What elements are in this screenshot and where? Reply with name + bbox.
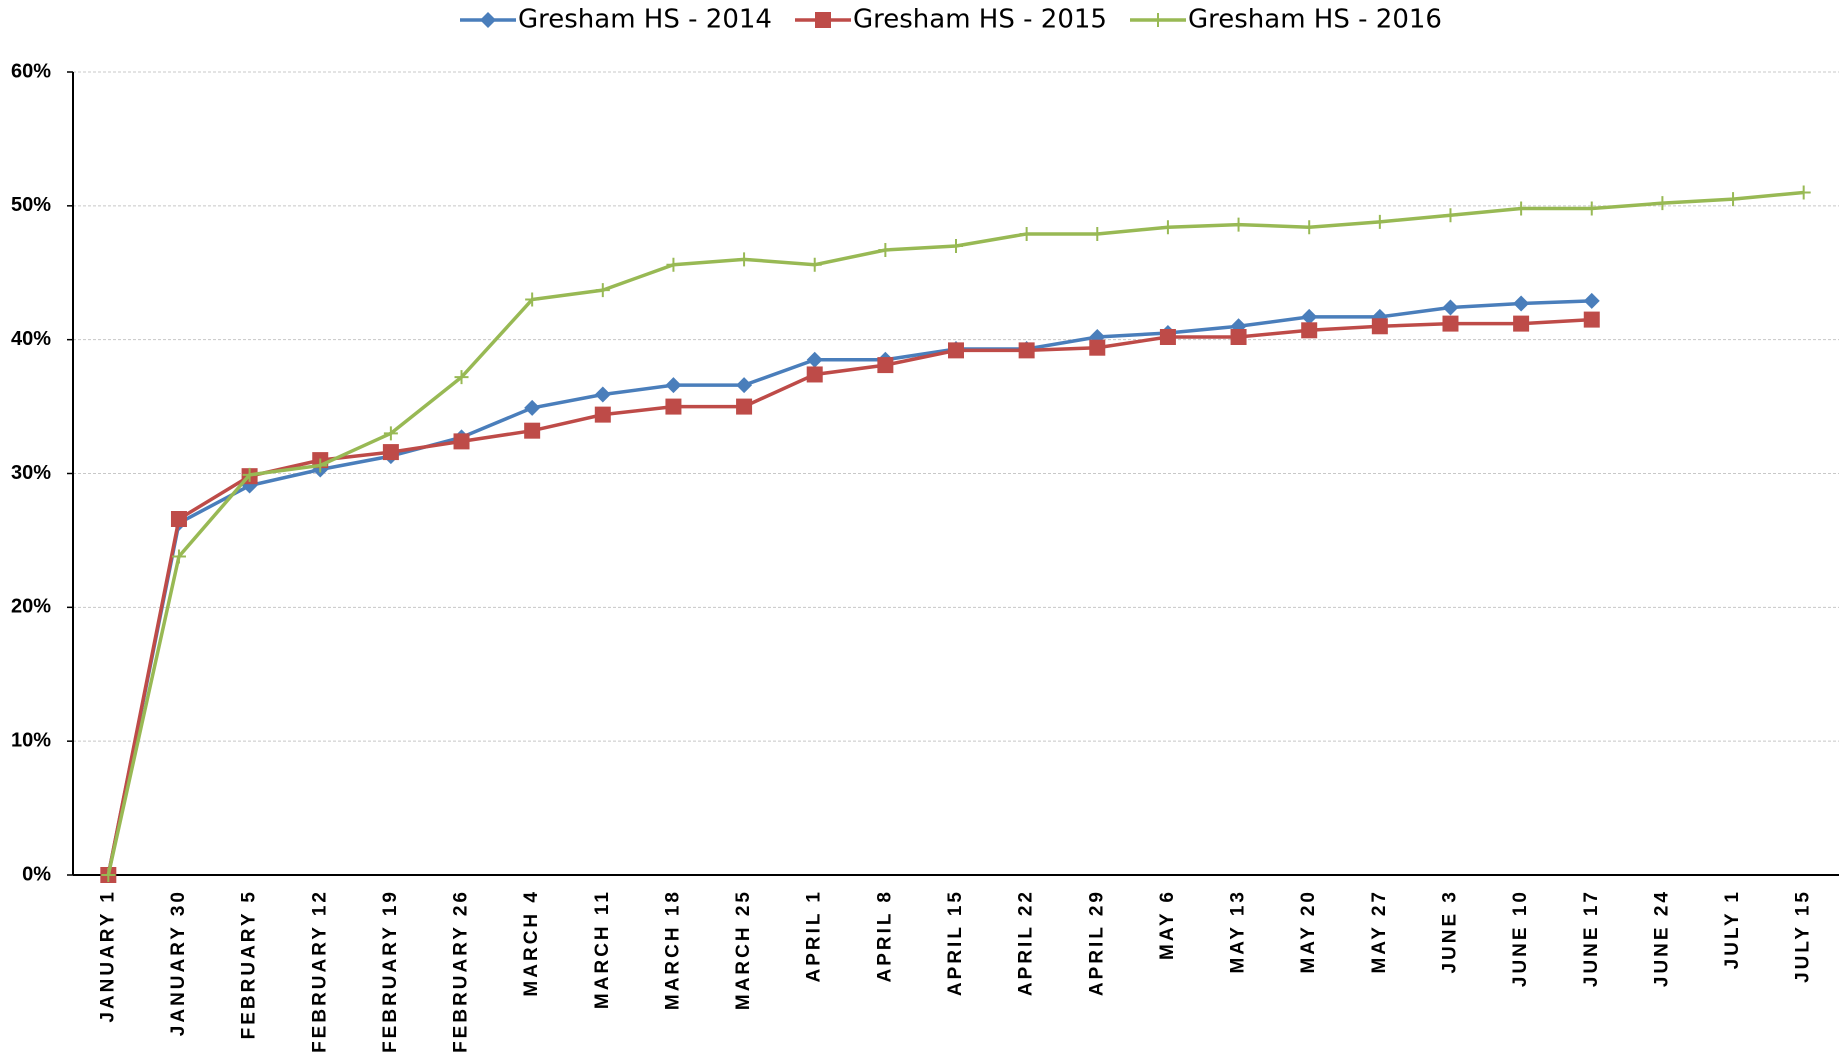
x-tick-label: JANUARY 30 <box>168 889 189 1036</box>
x-tick-label: FEBRUARY 5 <box>239 889 260 1039</box>
x-tick-label: JULY 1 <box>1722 889 1743 969</box>
x-tick-label: FEBRUARY 12 <box>309 889 330 1052</box>
y-tick-label: 0% <box>22 863 51 885</box>
marker <box>949 238 963 253</box>
y-tick-label: 10% <box>11 729 51 751</box>
marker <box>806 366 823 383</box>
y-tick-label: 20% <box>11 596 51 618</box>
x-tick-label: MAY 27 <box>1369 889 1390 974</box>
x-tick-label: MARCH 18 <box>662 889 683 1010</box>
marker <box>1726 192 1741 207</box>
marker <box>1090 226 1105 241</box>
marker <box>383 426 398 441</box>
marker <box>480 12 496 28</box>
marker <box>878 242 893 257</box>
marker <box>1442 299 1459 316</box>
y-tick-label: 30% <box>11 462 51 484</box>
marker <box>1514 201 1529 216</box>
marker <box>1160 220 1175 235</box>
x-tick-label: JULY 15 <box>1793 889 1814 983</box>
x-tick-label: MARCH 4 <box>521 889 542 997</box>
marker <box>1513 295 1530 312</box>
marker <box>1583 292 1600 309</box>
legend-label: Gresham HS - 2016 <box>1188 5 1442 35</box>
x-tick-label: APRIL 29 <box>1086 889 1107 996</box>
marker <box>1231 217 1246 232</box>
legend-item: Gresham HS - 2014 <box>460 5 772 35</box>
series-line <box>106 190 1804 876</box>
marker <box>313 458 328 473</box>
marker <box>453 433 470 450</box>
marker <box>806 351 823 368</box>
marker <box>877 357 894 374</box>
marker <box>1302 220 1317 235</box>
x-tick-label: JUNE 3 <box>1439 889 1460 974</box>
x-tick-label: MARCH 11 <box>592 889 613 1009</box>
marker <box>594 386 611 403</box>
x-tick-label: JUNE 10 <box>1510 889 1531 987</box>
marker <box>736 398 753 415</box>
marker <box>1371 318 1388 335</box>
marker <box>525 292 540 307</box>
marker <box>1655 196 1670 211</box>
marker <box>1584 201 1599 216</box>
x-tick-label: MAY 13 <box>1228 889 1249 974</box>
marker <box>1018 342 1035 359</box>
marker <box>1159 328 1176 345</box>
marker <box>1443 208 1458 223</box>
series-line <box>106 299 1592 876</box>
marker <box>1230 328 1247 345</box>
marker <box>1372 214 1387 229</box>
y-tick-label: 40% <box>11 328 51 350</box>
marker <box>595 283 610 298</box>
marker <box>454 370 469 385</box>
marker <box>807 257 822 272</box>
marker <box>382 444 399 461</box>
marker <box>524 399 541 416</box>
x-tick-label: APRIL 15 <box>945 889 966 996</box>
marker <box>1796 185 1811 200</box>
marker <box>815 12 831 28</box>
x-tick-label: MARCH 25 <box>733 889 754 1010</box>
x-tick-label: APRIL 22 <box>1016 889 1037 996</box>
marker <box>1583 311 1600 328</box>
x-tick-label: JUNE 24 <box>1651 889 1672 987</box>
x-tick-label: APRIL 8 <box>874 889 895 983</box>
x-tick-label: JANUARY 1 <box>97 889 118 1023</box>
legend-label: Gresham HS - 2015 <box>853 5 1107 35</box>
marker <box>171 549 186 564</box>
x-tick-label: FEBRUARY 19 <box>380 889 401 1052</box>
x-tick-label: APRIL 1 <box>804 889 825 983</box>
marker <box>1089 339 1106 356</box>
marker <box>1513 315 1530 332</box>
marker <box>948 342 964 359</box>
marker <box>1151 13 1165 27</box>
marker <box>737 252 752 267</box>
marker <box>665 398 682 415</box>
marker <box>524 422 541 439</box>
x-tick-label: FEBRUARY 26 <box>451 889 472 1052</box>
marker <box>1442 315 1459 332</box>
marker <box>1019 226 1034 241</box>
marker <box>1301 322 1318 339</box>
marker <box>736 377 753 394</box>
y-tick-label: 50% <box>11 194 51 216</box>
marker <box>666 257 681 272</box>
marker <box>101 868 116 882</box>
x-tick-label: MAY 6 <box>1157 889 1178 960</box>
marker <box>170 511 187 528</box>
series-line <box>106 317 1592 876</box>
marker <box>1301 308 1318 325</box>
marker <box>665 377 682 394</box>
x-tick-label: JUNE 17 <box>1581 889 1602 987</box>
y-tick-label: 60% <box>11 60 51 82</box>
legend-label: Gresham HS - 2014 <box>518 5 772 35</box>
legend-item: Gresham HS - 2015 <box>795 5 1107 35</box>
legend-item: Gresham HS - 2016 <box>1130 5 1442 35</box>
marker <box>242 467 257 482</box>
marker <box>594 406 611 423</box>
x-tick-label: MAY 20 <box>1298 889 1319 974</box>
